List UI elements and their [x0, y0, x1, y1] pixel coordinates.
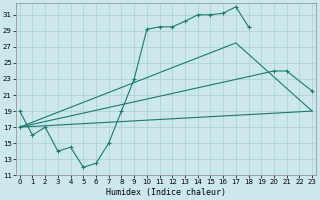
X-axis label: Humidex (Indice chaleur): Humidex (Indice chaleur) [106, 188, 226, 197]
